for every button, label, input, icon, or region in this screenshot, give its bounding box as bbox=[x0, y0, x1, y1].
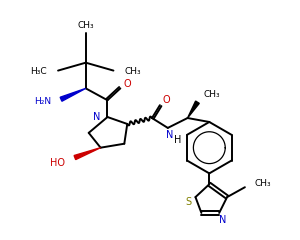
Polygon shape bbox=[188, 101, 199, 118]
Polygon shape bbox=[74, 148, 100, 160]
Text: CH₃: CH₃ bbox=[124, 67, 141, 76]
Text: N: N bbox=[220, 215, 227, 225]
Text: S: S bbox=[185, 197, 192, 207]
Text: HO: HO bbox=[50, 157, 65, 168]
Text: N: N bbox=[93, 112, 100, 122]
Text: O: O bbox=[124, 79, 131, 90]
Text: N: N bbox=[166, 130, 173, 140]
Text: H: H bbox=[174, 135, 182, 145]
Text: H₂N: H₂N bbox=[34, 97, 51, 106]
Text: CH₃: CH₃ bbox=[255, 179, 272, 188]
Polygon shape bbox=[60, 88, 86, 101]
Text: CH₃: CH₃ bbox=[77, 21, 94, 30]
Text: O: O bbox=[162, 95, 169, 105]
Text: CH₃: CH₃ bbox=[203, 90, 220, 99]
Text: H₃C: H₃C bbox=[31, 67, 47, 76]
